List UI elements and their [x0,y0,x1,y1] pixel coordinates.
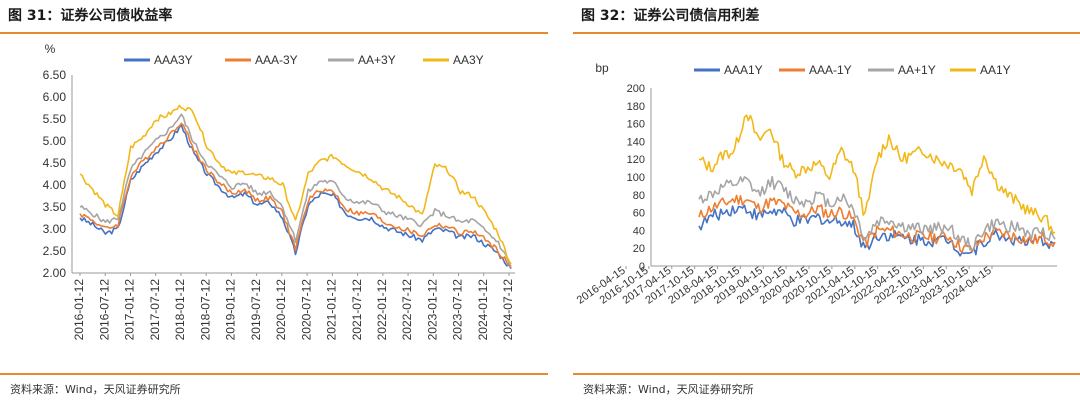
series-line-AA3Y [79,104,512,265]
source-note: 资料来源：Wind，天风证券研究所 [583,383,754,396]
series-line-AA+3Y [79,113,512,267]
source-divider [0,373,548,375]
y-tick-label: 120 [627,154,645,166]
x-tick-label: 2023-01-12 [425,279,439,341]
legend-label: AA+1Y [898,63,936,77]
x-tick-label: 2017-01-12 [123,279,137,341]
y-tick-label: 100 [627,172,645,184]
x-tick-label: 2019-07-12 [249,279,263,341]
x-tick-label: 2022-07-12 [400,279,414,341]
source-note: 资料来源：Wind，天风证券研究所 [10,383,181,396]
x-tick-label: 2020-01-12 [274,279,288,341]
series-line-AA1Y [698,114,1056,234]
y-tick-label: 3.50 [43,200,67,214]
y-tick-label: 2.00 [43,266,67,280]
x-tick-label: 2023-07-12 [451,279,465,341]
x-tick-label: 2019-01-12 [224,279,238,341]
x-tick-label: 2022-01-12 [375,279,389,341]
y-tick-label: 60 [633,208,645,220]
x-tick-label: 2021-07-12 [350,279,364,341]
y-tick-label: 5.00 [43,134,67,148]
figure-32: 图 32：证券公司债信用利差 bp 200 180 160 140 120 100 80 60 4… [573,0,1080,402]
legend-label: AAA-3Y [255,53,298,67]
x-tick-label: 2024-07-12 [501,279,515,341]
y-tick-label: 2.50 [43,244,67,258]
legend-label: AAA1Y [724,63,763,77]
figure-31: 图 31：证券公司债收益率 % 6.50 6.00 5.50 5.00 4.50 4.00 3… [0,8,548,396]
x-tick-label: 2024-01-12 [476,279,490,341]
y-axis-label: bp [595,61,609,75]
legend-label: AAA-1Y [809,63,852,77]
y-tick-label: 80 [633,190,645,202]
y-tick-label: 0 [639,261,645,273]
x-tick-label: 2021-01-12 [325,279,339,341]
y-tick-label: 4.00 [43,178,67,192]
spread-chart: bp2001801601401201008060402002016-04-152… [575,61,1057,307]
y-tick-label: 40 [633,225,645,237]
series-line-AAA-1Y [698,194,1056,254]
series-line-AAA1Y [698,204,1056,257]
legend-label: AAA3Y [154,53,193,67]
series-line-AAA3Y [79,124,512,269]
y-tick-label: 6.50 [43,68,67,82]
series-line-AA+1Y [698,175,1056,251]
y-axis-label: % [45,42,56,56]
y-tick-label: 180 [627,101,645,113]
legend-label: AA3Y [453,53,484,67]
y-tick-label: 20 [633,243,645,255]
y-tick-label: 6.00 [43,90,67,104]
x-tick-label: 2016-01-12 [72,279,86,341]
y-tick-label: 160 [627,119,645,131]
y-tick-label: 200 [627,83,645,95]
x-tick-label: 2018-07-12 [198,279,212,341]
legend-label: AA+3Y [358,53,396,67]
legend-label: AA1Y [980,63,1011,77]
y-tick-label: 140 [627,136,645,148]
yield-chart: % 6.50 6.00 5.50 5.00 4.50 4.00 3.50 3.00 2.50 2.0… [43,42,516,341]
y-tick-label: 5.50 [43,112,67,126]
x-tick-label: 2018-01-12 [173,279,187,341]
title-divider [0,32,548,34]
series-line-AAA-3Y [79,122,512,269]
y-tick-label: 3.00 [43,222,67,236]
title-divider [573,32,1080,34]
x-tick-label: 2016-07-12 [97,279,111,341]
x-tick-label: 2017-07-12 [148,279,162,341]
x-tick-label: 2020-07-12 [299,279,313,341]
figure-title: 图 32：证券公司债信用利差 [581,8,760,24]
y-tick-label: 4.50 [43,156,67,170]
source-divider [573,373,1080,375]
figure-title: 图 31：证券公司债收益率 [8,8,173,24]
